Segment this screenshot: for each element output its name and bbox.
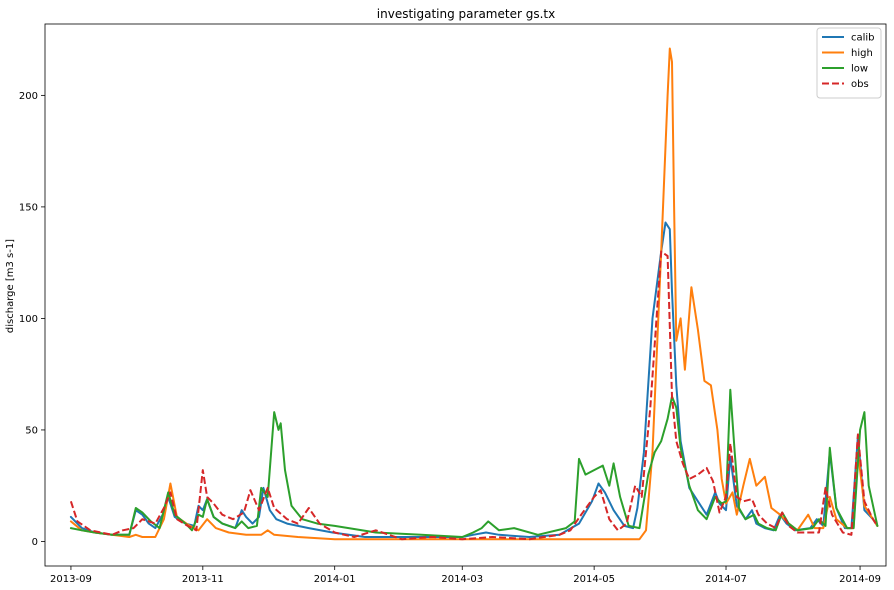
series-line-calib (69, 221, 879, 538)
x-tick-label: 2013-11 (182, 574, 224, 585)
y-tick-label: 0 (32, 537, 38, 548)
y-axis: 0 50 100 150 200 (19, 91, 45, 548)
legend: calib high low obs (816, 27, 882, 99)
legend-label-low: low (851, 64, 868, 75)
legend-label-obs: obs (851, 79, 869, 90)
legend-label-high: high (851, 48, 873, 59)
x-tick-label: 2014-05 (573, 574, 615, 585)
plot-frame (44, 23, 887, 567)
legend-box (816, 27, 882, 99)
legend-label-calib: calib (851, 33, 875, 44)
chart-title: investigating parameter gs.tx (377, 7, 555, 21)
y-tick-label: 200 (19, 91, 38, 102)
x-tick-label: 2013-09 (50, 574, 92, 585)
x-tick-label: 2014-09 (839, 574, 881, 585)
x-tick-label: 2014-01 (314, 574, 356, 585)
x-tick-label: 2014-03 (441, 574, 483, 585)
x-axis: 2013-09 2013-11 2014-01 2014-03 2014-05 2014-… (50, 566, 881, 585)
x-tick-label: 2014-07 (705, 574, 747, 585)
y-tick-label: 150 (19, 202, 38, 213)
y-tick-label: 50 (25, 425, 38, 436)
y-tick-label: 100 (19, 314, 38, 325)
series-layer (69, 47, 879, 541)
series-line-obs (69, 250, 879, 541)
y-axis-label: discharge [m3 s-1] (5, 239, 16, 333)
series-line-low (69, 388, 879, 538)
series-line-high (69, 47, 879, 541)
